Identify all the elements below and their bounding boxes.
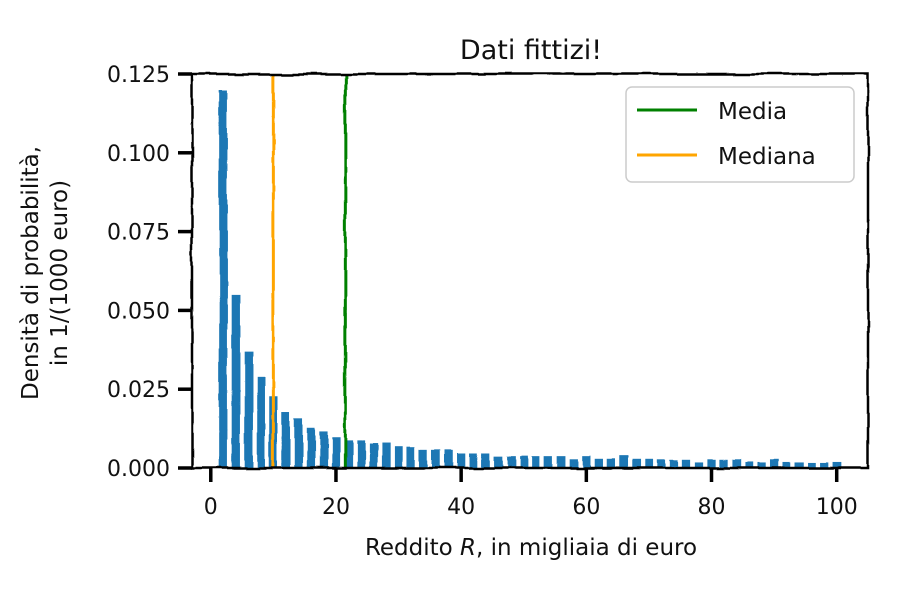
bar <box>680 457 693 469</box>
bar <box>493 454 505 469</box>
bar <box>317 429 330 469</box>
bar <box>217 89 229 469</box>
y-axis-label: Densità di probabilità, in 1/(1000 euro) <box>18 146 73 400</box>
x-axis: 0 20 40 60 80 100 <box>204 468 858 520</box>
bar <box>330 435 342 469</box>
bar <box>430 448 442 469</box>
bar <box>518 454 530 469</box>
y-tick-label: 0.000 <box>107 457 170 482</box>
bar <box>593 457 605 469</box>
y-axis: 0.000 0.025 0.050 0.075 0.100 0.125 <box>107 63 192 482</box>
y-tick-label: 0.025 <box>107 378 170 403</box>
bar <box>530 454 542 469</box>
bar <box>543 454 555 469</box>
bar <box>730 457 743 469</box>
legend-label-media: Media <box>718 99 787 125</box>
bar <box>768 457 780 469</box>
bar <box>442 448 455 469</box>
x-tick-label: 20 <box>322 495 350 520</box>
bar <box>555 454 567 469</box>
bar <box>643 457 655 469</box>
bar <box>455 451 467 469</box>
y-axis-label-line1: Densità di probabilità, <box>18 146 44 400</box>
bar <box>580 454 592 469</box>
x-tick-label: 0 <box>204 495 218 520</box>
bar <box>367 442 380 469</box>
bar <box>292 416 305 469</box>
bar <box>655 457 668 469</box>
bar <box>505 454 517 469</box>
bars-group <box>217 89 843 469</box>
bar <box>392 445 405 469</box>
bar <box>568 457 580 469</box>
y-axis-label-line2: in 1/(1000 euro) <box>47 180 73 366</box>
chart-title: Dati fittizi! <box>460 35 602 66</box>
y-tick-label: 0.075 <box>107 221 170 246</box>
bar <box>405 445 417 469</box>
bar <box>705 457 718 469</box>
bar <box>618 454 630 469</box>
bar <box>355 438 367 469</box>
bar <box>668 457 680 469</box>
bar <box>255 375 267 469</box>
bar <box>630 457 643 469</box>
x-tick-label: 40 <box>447 495 475 520</box>
plot-frame <box>190 72 870 470</box>
legend-label-mediana: Mediana <box>718 144 816 170</box>
bar <box>280 410 292 469</box>
y-tick-label: 0.050 <box>107 299 170 324</box>
bar <box>605 457 618 469</box>
reference-lines <box>271 74 347 468</box>
legend: Media Mediana <box>625 86 855 183</box>
x-tick-label: 60 <box>572 495 600 520</box>
bar <box>480 451 492 469</box>
bar <box>417 448 430 469</box>
bar <box>468 451 480 469</box>
x-tick-label: 80 <box>698 495 726 520</box>
y-tick-label: 0.125 <box>107 63 170 88</box>
bar <box>380 442 392 469</box>
x-axis-label: Reddito R, in migliaia di euro <box>365 535 697 561</box>
x-tick-label: 100 <box>816 495 858 520</box>
bar <box>305 426 317 469</box>
bar <box>230 293 242 469</box>
y-tick-label: 0.100 <box>107 142 170 167</box>
bar <box>718 457 730 469</box>
bar <box>242 350 254 469</box>
